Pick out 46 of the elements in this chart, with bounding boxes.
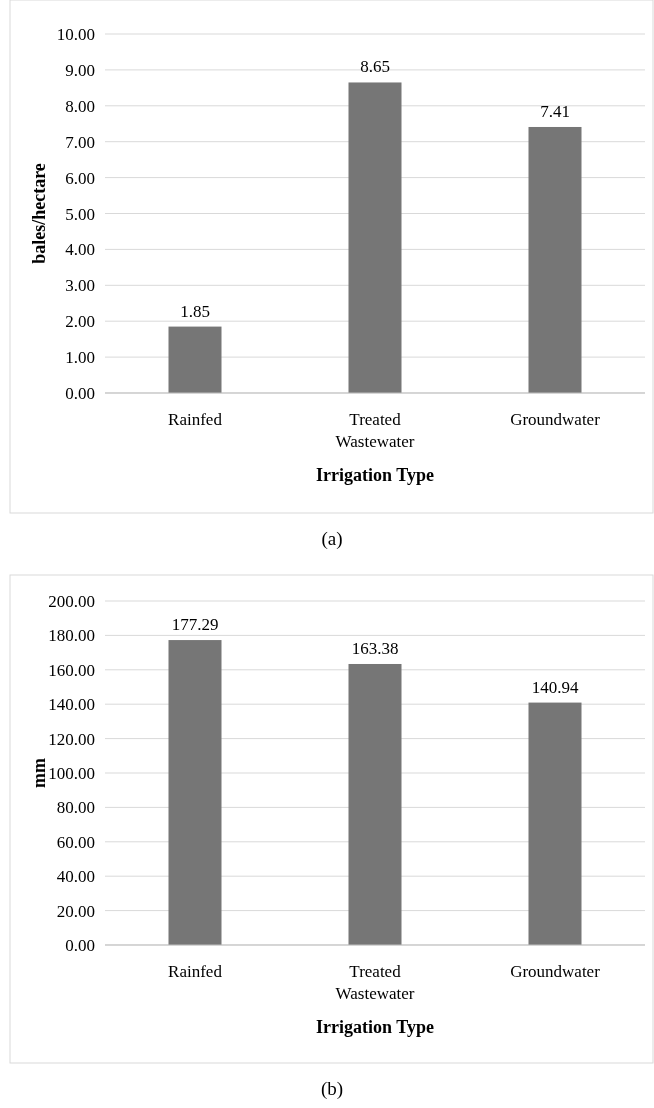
y-tick-label: 200.00 <box>48 592 95 611</box>
bar <box>528 702 582 945</box>
x-tick-label: Rainfed <box>168 962 223 981</box>
y-tick-label: 180.00 <box>48 626 95 646</box>
y-tick-label: 4.00 <box>65 240 95 260</box>
y-tick-label: 120.00 <box>48 729 95 749</box>
y-tick-label: 160.00 <box>48 660 95 680</box>
x-axis-title: Irrigation Type <box>316 465 434 485</box>
x-tick-label: Groundwater <box>510 410 601 429</box>
y-tick-label: 40.00 <box>56 867 95 887</box>
data-label: 8.65 <box>360 57 390 77</box>
bar <box>348 663 402 945</box>
y-tick-label: 60.00 <box>56 832 95 852</box>
text: (b) <box>320 1078 344 1100</box>
y-tick-label: 5.00 <box>65 204 95 224</box>
y-axis-title: bales/hectare <box>29 163 49 264</box>
x-axis-title: Irrigation Type <box>316 1017 434 1037</box>
x-tick-label: Groundwater <box>510 962 601 981</box>
text: (a) <box>321 528 343 550</box>
y-tick-label: 20.00 <box>56 901 95 921</box>
data-label: 7.41 <box>540 101 570 121</box>
y-axis-title: mm <box>29 758 49 788</box>
y-tick-label: 0.00 <box>65 936 95 955</box>
y-tick-label: 6.00 <box>65 168 95 188</box>
x-tick-label: Treated Wastewater <box>335 962 415 1003</box>
y-tick-label: 140.00 <box>48 695 95 715</box>
y-tick-label: 0.00 <box>65 384 95 403</box>
x-tick-label: Treated Wastewater <box>335 410 415 451</box>
data-label: 1.85 <box>180 301 210 321</box>
bar <box>528 126 582 393</box>
y-tick-label: 10.00 <box>56 25 95 44</box>
bar <box>348 82 402 393</box>
y-tick-label: 2.00 <box>65 312 95 332</box>
data-label: 163.38 <box>351 638 399 658</box>
data-label: 177.29 <box>171 615 219 635</box>
y-tick-label: 100.00 <box>48 764 95 783</box>
y-tick-label: 8.00 <box>65 96 95 116</box>
y-tick-label: 1.00 <box>65 348 95 368</box>
y-tick-label: 3.00 <box>65 276 95 296</box>
data-label: 140.94 <box>531 677 579 697</box>
bar <box>168 326 222 393</box>
x-tick-label: Rainfed <box>168 410 223 429</box>
y-tick-label: 7.00 <box>65 132 95 152</box>
y-tick-label: 80.00 <box>56 798 95 818</box>
y-tick-label: 9.00 <box>65 60 95 80</box>
bar <box>168 640 222 945</box>
